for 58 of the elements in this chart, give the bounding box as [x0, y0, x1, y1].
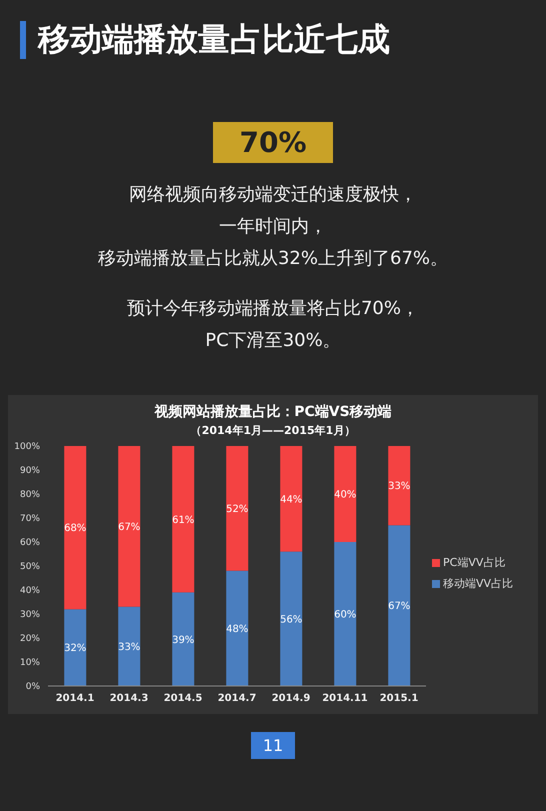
bar	[388, 525, 410, 686]
bar	[118, 446, 140, 607]
bar	[64, 446, 86, 610]
data-label: 67%	[118, 522, 140, 533]
y-tick-label: 10%	[20, 658, 40, 668]
bar	[172, 446, 194, 592]
data-label: 67%	[388, 601, 410, 612]
text: 网络视频向移动端变迁的速度极快，	[128, 183, 418, 207]
data-label: 61%	[172, 514, 194, 526]
bar	[334, 446, 356, 542]
data-label: 48%	[226, 624, 248, 635]
data-label: 33%	[118, 642, 140, 653]
x-tick-label: 2014.7	[218, 693, 256, 704]
chart-subtitle: 视频网站播放量占比：PC端VS移动端	[153, 403, 393, 421]
data-label: 52%	[226, 504, 248, 515]
y-tick-label: 60%	[20, 538, 40, 548]
x-tick-label: 2014.11	[322, 693, 368, 704]
bar	[64, 609, 86, 686]
y-tick-label: 30%	[20, 610, 40, 620]
bar	[280, 446, 302, 552]
text: 一年时间内，	[218, 215, 328, 239]
data-label: 56%	[280, 614, 302, 626]
y-tick-label: 40%	[20, 586, 40, 596]
x-tick-label: 2014.5	[164, 693, 202, 704]
y-tick-label: 90%	[20, 466, 40, 476]
y-tick-label: 50%	[20, 562, 40, 572]
data-label: 39%	[172, 634, 194, 646]
y-tick-label: 100%	[14, 442, 40, 452]
data-label: 32%	[64, 643, 86, 654]
bar	[280, 552, 302, 686]
text: PC下滑至30%。	[204, 329, 342, 353]
bar	[172, 592, 194, 686]
legend-label: 移动端VV占比	[443, 576, 514, 591]
y-tick-label: 0%	[26, 682, 40, 692]
bar	[226, 446, 248, 571]
text: 预计今年移动端播放量将占比70%，	[126, 297, 420, 321]
text: 移动端播放量占比就从32%上升到了67%。	[96, 247, 449, 271]
bar	[118, 606, 140, 686]
y-tick-label: 20%	[20, 634, 40, 644]
legend-label: PC端VV占比	[443, 555, 506, 570]
text: 70%	[213, 122, 333, 163]
text: （2014年1月——2015年1月）	[190, 423, 356, 438]
y-tick-label: 70%	[20, 514, 40, 524]
data-label: 33%	[388, 481, 410, 492]
x-tick-label: 2014.3	[110, 693, 148, 704]
data-label: 44%	[280, 494, 302, 506]
x-tick-label: 2014.9	[272, 693, 310, 704]
chart-title: 移动端播放量占比近七成	[38, 19, 390, 60]
bar	[334, 542, 356, 686]
x-tick-label: 2014.1	[56, 693, 94, 704]
text: 11	[250, 732, 296, 759]
bar	[226, 570, 248, 686]
y-tick-label: 80%	[20, 490, 40, 500]
data-label: 68%	[64, 523, 86, 534]
data-label: 40%	[334, 490, 356, 501]
x-tick-label: 2015.1	[380, 693, 418, 704]
data-label: 60%	[334, 610, 356, 621]
bar	[388, 446, 410, 526]
